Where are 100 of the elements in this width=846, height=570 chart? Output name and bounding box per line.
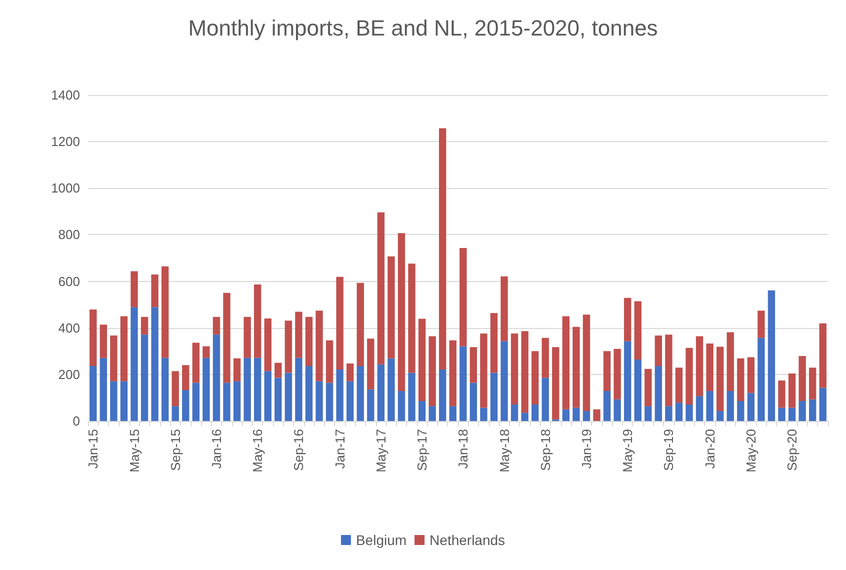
bar (336, 276, 344, 370)
bar (470, 382, 478, 421)
bar (398, 390, 406, 421)
y-tick-label: 0 (72, 414, 80, 428)
bar (356, 282, 364, 366)
bar (326, 340, 334, 383)
bar (614, 348, 621, 400)
legend-label: Belgium (356, 532, 407, 548)
bar (140, 334, 148, 421)
bar (675, 402, 683, 421)
bar (212, 316, 220, 335)
x-tick-label: Sep-17 (414, 429, 430, 471)
bar (438, 128, 446, 370)
bar (480, 408, 488, 421)
bar (254, 284, 262, 358)
bar (460, 248, 467, 346)
bar (233, 358, 241, 382)
bar (716, 346, 724, 411)
bar (172, 371, 179, 406)
bar (614, 399, 621, 421)
bar (686, 404, 693, 421)
bar (582, 314, 590, 411)
bar (151, 307, 158, 421)
bar (223, 382, 230, 421)
bar (284, 372, 292, 421)
bar (264, 318, 272, 372)
bar (264, 371, 272, 421)
bar (408, 372, 416, 421)
bar (336, 370, 344, 421)
y-tick-label: 1400 (51, 88, 80, 102)
bar (172, 406, 179, 421)
bar (521, 412, 528, 421)
bar (696, 336, 704, 396)
bar (223, 292, 230, 383)
bar (747, 392, 755, 421)
bar (768, 290, 776, 421)
bar (572, 326, 580, 408)
bar (274, 378, 282, 421)
bar (110, 381, 118, 421)
bar (346, 381, 354, 421)
bar (418, 400, 426, 421)
bar (624, 298, 632, 342)
bar (521, 331, 528, 413)
y-tick-label: 800 (58, 227, 80, 242)
bar (778, 408, 786, 421)
x-tick-label: May-20 (743, 429, 758, 472)
bar (202, 358, 210, 421)
x-tick-label: Jan-20 (702, 429, 718, 469)
bar (377, 364, 385, 421)
bar (808, 368, 816, 400)
x-tick-label: May-17 (373, 429, 388, 472)
bar (798, 356, 806, 401)
bar (747, 357, 755, 393)
bar (593, 409, 600, 421)
bar (192, 382, 200, 421)
bar (244, 358, 251, 421)
bar (182, 390, 190, 421)
y-tick-label: 1000 (51, 180, 80, 196)
bar (490, 372, 498, 421)
bar (562, 316, 570, 410)
legend-label: Netherlands (430, 532, 506, 548)
bar (130, 271, 138, 308)
bar (305, 366, 313, 421)
bar (100, 324, 108, 358)
bar (212, 334, 220, 421)
bar (316, 381, 323, 421)
bar (161, 358, 169, 421)
bar (562, 409, 570, 421)
bar (202, 346, 210, 358)
bar (788, 373, 796, 408)
y-tick-label: 200 (58, 366, 80, 382)
chart-title: Monthly imports, BE and NL, 2015-2020, tonnes (188, 16, 658, 40)
bar (654, 366, 662, 421)
bar (582, 410, 590, 421)
x-tick-label: Jan-15 (86, 429, 101, 469)
bar (316, 310, 323, 382)
y-tick-label: 600 (58, 274, 80, 289)
bar (531, 351, 539, 404)
bar (624, 341, 632, 421)
bar (428, 336, 436, 406)
bar (552, 347, 560, 420)
bar (326, 382, 334, 421)
x-tick-label: Jan-18 (456, 429, 471, 469)
bar (346, 363, 354, 382)
bar (295, 358, 302, 421)
bar (758, 310, 765, 338)
bar (788, 408, 796, 421)
bar (798, 400, 806, 421)
bar (460, 346, 467, 421)
x-tick-label: Jan-16 (208, 429, 224, 469)
bar (449, 406, 456, 421)
y-tick-label: 1200 (51, 134, 80, 150)
bar (737, 400, 744, 421)
bar (510, 404, 518, 421)
bar (377, 212, 385, 364)
bar (706, 390, 714, 421)
bar (233, 381, 241, 421)
bar (449, 340, 456, 406)
bar (100, 358, 108, 421)
bar (808, 399, 816, 421)
